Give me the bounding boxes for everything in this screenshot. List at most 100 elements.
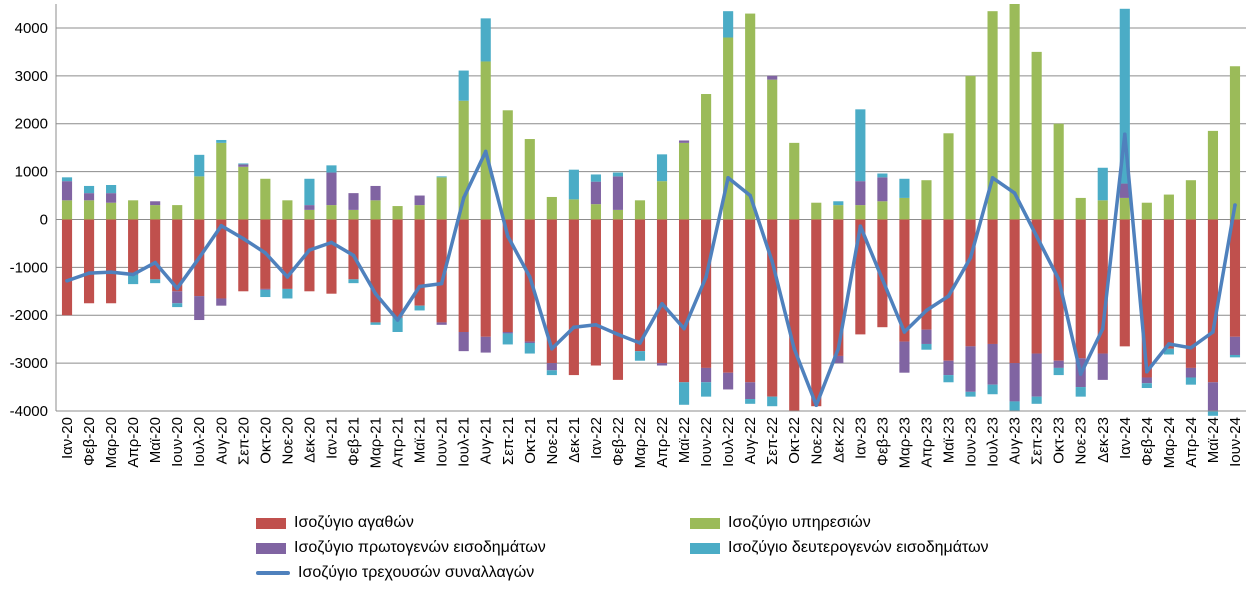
current-account-point-37 — [880, 277, 885, 282]
bar-secondary-income-23 — [568, 169, 579, 200]
bar-secondary-income-8 — [238, 163, 249, 165]
bar-secondary-income-50 — [1163, 348, 1174, 355]
bar-goods-45 — [1053, 219, 1064, 361]
bar-secondary-income-51 — [1185, 377, 1196, 385]
bar-primary-income-44 — [1031, 353, 1042, 397]
current-account-point-15 — [395, 318, 400, 322]
current-account-point-41 — [968, 255, 973, 260]
bar-primary-income-5 — [172, 291, 183, 304]
bar-primary-income-31 — [745, 382, 756, 400]
bar-secondary-income-17 — [436, 176, 447, 178]
bar-goods-14 — [370, 219, 381, 323]
current-account-point-33 — [792, 346, 797, 351]
bar-goods-29 — [701, 219, 712, 368]
current-account-point-48 — [1122, 132, 1127, 137]
current-account-point-8 — [241, 236, 246, 241]
bar-secondary-income-26 — [634, 351, 646, 361]
bar-services-37 — [877, 201, 888, 220]
bar-goods-40 — [943, 219, 954, 361]
bar-services-38 — [899, 197, 910, 220]
bar-secondary-income-29 — [701, 382, 712, 397]
bar-primary-income-49 — [1141, 377, 1152, 384]
bar-services-17 — [436, 177, 447, 220]
bar-primary-income-48 — [1119, 183, 1130, 198]
bar-secondary-income-39 — [921, 343, 932, 350]
current-account-point-20 — [505, 234, 510, 239]
bar-secondary-income-20 — [502, 333, 513, 345]
bar-goods-11 — [304, 219, 315, 292]
x-tick-label-35: Δεκ-22 — [830, 417, 847, 463]
bar-primary-income-24 — [590, 181, 601, 205]
bar-services-33 — [789, 142, 800, 220]
bar-secondary-income-52 — [1207, 411, 1219, 416]
x-tick-label-11: Δεκ-20 — [301, 417, 318, 463]
x-tick-label-33: Οκτ-22 — [786, 417, 803, 464]
bar-primary-income-43 — [1009, 363, 1020, 402]
bar-primary-income-42 — [987, 343, 998, 385]
x-tick-label-19: Αυγ-21 — [478, 417, 495, 464]
bar-primary-income-4 — [150, 201, 161, 206]
x-tick-label-7: Αυγ-20 — [213, 417, 230, 464]
current-account-point-21 — [527, 275, 532, 279]
bar-primary-income-40 — [943, 360, 954, 376]
current-account-point-40 — [946, 294, 951, 298]
gridlines — [56, 27, 1246, 412]
x-tick-label-32: Σεπ-22 — [764, 417, 781, 465]
x-tick-label-24: Ιαν-22 — [588, 417, 605, 459]
current-account-point-6 — [197, 255, 202, 260]
current-account-point-10 — [285, 275, 290, 279]
bar-goods-10 — [282, 219, 293, 289]
current-account-point-35 — [836, 346, 841, 351]
bar-secondary-income-0 — [61, 177, 73, 182]
bar-services-20 — [502, 110, 513, 220]
x-tick-label-6: Ιουλ-20 — [191, 417, 208, 467]
current-account-point-24 — [594, 323, 598, 327]
current-account-point-29 — [704, 275, 708, 279]
bar-services-9 — [260, 178, 271, 220]
x-tick-label-48: Ιαν-24 — [1117, 417, 1134, 459]
bar-primary-income-6 — [194, 296, 205, 321]
current-account-point-13 — [351, 253, 356, 258]
bar-goods-2 — [106, 219, 117, 304]
bar-primary-income-11 — [304, 205, 315, 210]
current-account-point-19 — [483, 149, 488, 154]
x-tick-label-47: Δεκ-23 — [1095, 417, 1112, 463]
bar-primary-income-37 — [877, 177, 888, 202]
bar-goods-3 — [128, 219, 139, 275]
current-account-point-44 — [1034, 234, 1039, 239]
y-tick-label--3000: -3000 — [10, 355, 48, 372]
bar-goods-41 — [965, 219, 976, 347]
current-account-point-5 — [175, 286, 180, 291]
x-tick-label-29: Ιουν-22 — [698, 417, 715, 467]
x-tick-label-13: Φεβ-21 — [346, 417, 363, 466]
bar-goods-36 — [855, 219, 866, 335]
current-account-point-32 — [770, 259, 775, 264]
bar-secondary-income-41 — [965, 391, 976, 397]
bar-goods-5 — [172, 219, 183, 292]
current-account-point-9 — [263, 251, 268, 255]
bar-goods-15 — [392, 219, 403, 318]
bar-secondary-income-35 — [833, 201, 844, 206]
current-account-point-42 — [990, 176, 995, 180]
bar-goods-12 — [326, 219, 337, 294]
bar-services-16 — [414, 205, 425, 220]
bar-secondary-income-16 — [414, 305, 425, 311]
bar-goods-35 — [833, 219, 844, 356]
bar-goods-48 — [1119, 219, 1130, 347]
bar-secondary-income-15 — [392, 317, 403, 332]
x-tick-label-43: Αυγ-23 — [1007, 417, 1024, 464]
bar-goods-31 — [745, 219, 756, 383]
x-tick-label-16: Μαϊ-21 — [412, 417, 429, 463]
bar-goods-23 — [568, 219, 579, 376]
bar-services-19 — [480, 61, 491, 220]
bar-primary-income-17 — [436, 322, 447, 325]
x-tick-label-38: Μαρ-23 — [896, 417, 913, 468]
bar-goods-24 — [590, 219, 601, 366]
x-tick-label-23: Δεκ-21 — [566, 417, 583, 463]
bar-secondary-income-36 — [855, 109, 866, 182]
bar-secondary-income-2 — [106, 184, 117, 194]
current-account-point-12 — [329, 240, 334, 245]
bar-services-11 — [304, 209, 315, 220]
x-tick-label-26: Μαρ-22 — [632, 417, 649, 468]
